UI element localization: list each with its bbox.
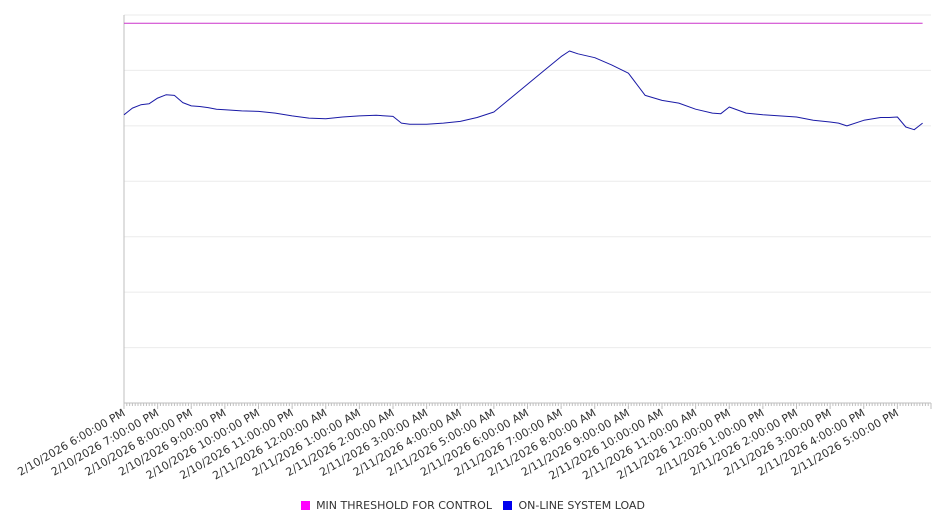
legend-label-threshold: MIN THRESHOLD FOR CONTROL — [316, 499, 492, 512]
series-line-system-load — [123, 50, 923, 131]
grid-lines — [124, 14, 931, 349]
legend-swatch-system-load — [503, 501, 513, 510]
legend-item-system-load[interactable]: ON-LINE SYSTEM LOAD — [503, 499, 645, 512]
legend-label-system-load: ON-LINE SYSTEM LOAD — [518, 499, 645, 512]
axes — [123, 15, 932, 409]
x-tick-labels: 2/10/2026 6:00:00 PM2/10/2026 7:00:00 PM… — [15, 406, 900, 482]
series-lines — [123, 22, 923, 131]
legend-swatch-threshold — [301, 501, 311, 510]
legend-item-threshold[interactable]: MIN THRESHOLD FOR CONTROL — [301, 499, 492, 512]
legend: MIN THRESHOLD FOR CONTROL ON-LINE SYSTEM… — [0, 499, 946, 513]
